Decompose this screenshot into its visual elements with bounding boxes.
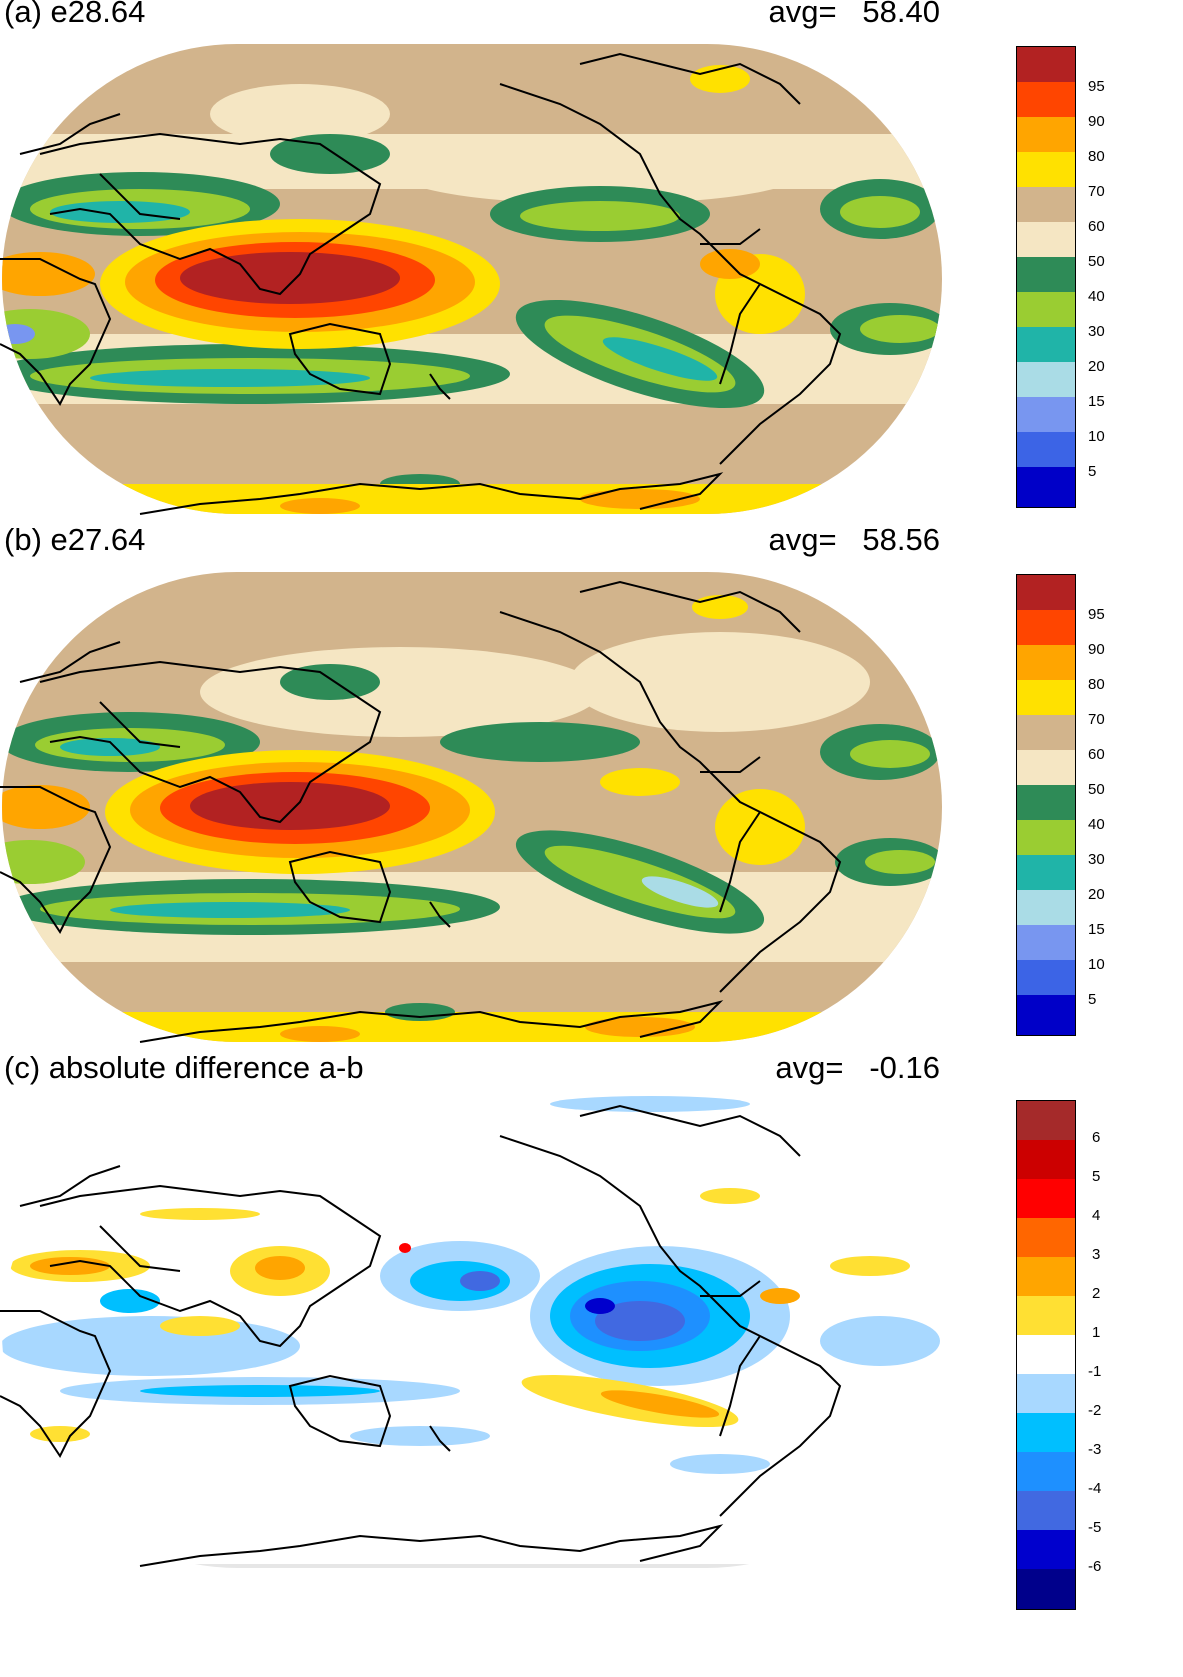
colorbar-swatch bbox=[1017, 432, 1075, 468]
colorbar-tick: 80 bbox=[1088, 148, 1105, 165]
colorbar-swatch bbox=[1017, 1335, 1075, 1375]
colorbar-tick: 15 bbox=[1088, 393, 1105, 410]
avg-value: -0.16 bbox=[869, 1050, 940, 1085]
colorbar-swatch bbox=[1017, 1140, 1075, 1180]
colorbar-tick: -3 bbox=[1088, 1441, 1102, 1458]
colorbar-swatch bbox=[1017, 362, 1075, 398]
colorbar-swatch bbox=[1017, 820, 1075, 856]
colorbar-swatch bbox=[1017, 467, 1075, 507]
colorbar-tick: 30 bbox=[1088, 851, 1105, 868]
colorbar-tick: 6 bbox=[1092, 1129, 1101, 1146]
colorbar-swatch bbox=[1017, 397, 1075, 433]
colorbar-a bbox=[1016, 46, 1076, 508]
colorbar-swatch bbox=[1017, 257, 1075, 293]
avg-label: avg= bbox=[768, 0, 837, 29]
avg-label: avg= bbox=[775, 1050, 844, 1085]
colorbar-tick: 40 bbox=[1088, 816, 1105, 833]
colorbar-swatch bbox=[1017, 1569, 1075, 1609]
avg-readout: avg= 58.40 bbox=[768, 0, 940, 30]
avg-value: 58.56 bbox=[862, 522, 940, 557]
colorbar-tick: 10 bbox=[1088, 428, 1105, 445]
colorbar-swatch bbox=[1017, 1374, 1075, 1414]
colorbar-swatch bbox=[1017, 1491, 1075, 1531]
colorbar-swatch bbox=[1017, 995, 1075, 1035]
colorbar-swatch bbox=[1017, 82, 1075, 118]
colorbar-swatch bbox=[1017, 1218, 1075, 1258]
colorbar-tick: 60 bbox=[1088, 218, 1105, 235]
colorbar-tick: 50 bbox=[1088, 253, 1105, 270]
colorbar-swatch bbox=[1017, 785, 1075, 821]
colorbar-swatch bbox=[1017, 960, 1075, 996]
colorbar-swatch bbox=[1017, 680, 1075, 716]
colorbar-tick: 20 bbox=[1088, 886, 1105, 903]
panel-b: (b) e27.64 avg= 58.56 bbox=[0, 522, 1183, 1048]
colorbar-swatch bbox=[1017, 1530, 1075, 1570]
colorbar-tick: 90 bbox=[1088, 113, 1105, 130]
colorbar-tick: 20 bbox=[1088, 358, 1105, 375]
coastlines bbox=[0, 52, 842, 515]
colorbar-tick: -4 bbox=[1088, 1480, 1102, 1497]
map-b bbox=[0, 572, 945, 1044]
colorbar-swatch bbox=[1017, 610, 1075, 646]
colorbar-swatch bbox=[1017, 152, 1075, 188]
colorbar-swatch bbox=[1017, 327, 1075, 363]
colorbar-tick: -1 bbox=[1088, 1363, 1102, 1380]
colorbar-tick: 5 bbox=[1088, 463, 1097, 480]
colorbar-tick: -2 bbox=[1088, 1402, 1102, 1419]
colorbar-swatch bbox=[1017, 1413, 1075, 1453]
colorbar-tick: 2 bbox=[1092, 1285, 1101, 1302]
avg-label: avg= bbox=[768, 522, 837, 557]
avg-readout: avg= -0.16 bbox=[775, 1050, 940, 1086]
colorbar-tick: 5 bbox=[1088, 991, 1097, 1008]
colorbar-swatch bbox=[1017, 1296, 1075, 1336]
colorbar-tick: 10 bbox=[1088, 956, 1105, 973]
colorbar-tick: 95 bbox=[1088, 606, 1105, 623]
colorbar-tick: 90 bbox=[1088, 641, 1105, 658]
colorbar-tick: 70 bbox=[1088, 711, 1105, 728]
colorbar-swatch bbox=[1017, 187, 1075, 223]
colorbar-tick: 30 bbox=[1088, 323, 1105, 340]
panel-title: (b) e27.64 bbox=[4, 522, 146, 557]
colorbar-tick: 95 bbox=[1088, 78, 1105, 95]
colorbar-swatch bbox=[1017, 750, 1075, 786]
avg-value: 58.40 bbox=[862, 0, 940, 29]
colorbar-tick: 5 bbox=[1092, 1168, 1101, 1185]
colorbar-tick: 1 bbox=[1092, 1324, 1101, 1341]
colorbar-tick: 80 bbox=[1088, 676, 1105, 693]
coastlines bbox=[0, 1104, 842, 1567]
panel-title: (c) absolute difference a-b bbox=[4, 1050, 364, 1085]
colorbar-tick: 40 bbox=[1088, 288, 1105, 305]
colorbar-swatch bbox=[1017, 1452, 1075, 1492]
colorbar-swatch bbox=[1017, 47, 1075, 83]
colorbar-swatch bbox=[1017, 645, 1075, 681]
colorbar-swatch bbox=[1017, 890, 1075, 926]
panel-c: (c) absolute difference a-b avg= -0.16 bbox=[0, 1050, 1183, 1677]
colorbar-swatch bbox=[1017, 1257, 1075, 1297]
colorbar-swatch bbox=[1017, 1101, 1075, 1141]
colorbar-tick: -6 bbox=[1088, 1558, 1102, 1575]
colorbar-tick: 15 bbox=[1088, 921, 1105, 938]
avg-readout: avg= 58.56 bbox=[768, 522, 940, 558]
colorbar-swatch bbox=[1017, 715, 1075, 751]
colorbar-swatch bbox=[1017, 575, 1075, 611]
colorbar-tick: 4 bbox=[1092, 1207, 1101, 1224]
coastlines bbox=[0, 580, 842, 1043]
colorbar-tick: 3 bbox=[1092, 1246, 1101, 1263]
map-c bbox=[0, 1096, 945, 1571]
colorbar-tick: -5 bbox=[1088, 1519, 1102, 1536]
colorbar-tick: 70 bbox=[1088, 183, 1105, 200]
colorbar-tick: 50 bbox=[1088, 781, 1105, 798]
colorbar-swatch bbox=[1017, 117, 1075, 153]
colorbar-swatch bbox=[1017, 925, 1075, 961]
colorbar-swatch bbox=[1017, 1179, 1075, 1219]
colorbar-b bbox=[1016, 574, 1076, 1036]
colorbar-swatch bbox=[1017, 855, 1075, 891]
colorbar-swatch bbox=[1017, 222, 1075, 258]
map-a bbox=[0, 44, 945, 516]
colorbar-swatch bbox=[1017, 292, 1075, 328]
colorbar-tick: 60 bbox=[1088, 746, 1105, 763]
panel-a: (a) e28.64 avg= 58.40 bbox=[0, 0, 1183, 520]
colorbar-c bbox=[1016, 1100, 1076, 1610]
panel-title: (a) e28.64 bbox=[4, 0, 146, 29]
